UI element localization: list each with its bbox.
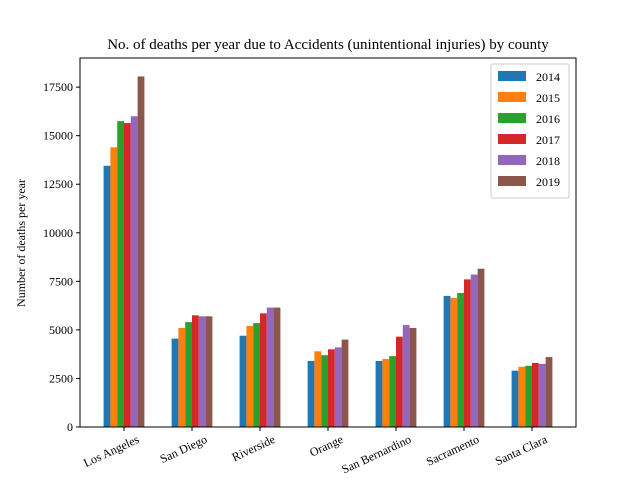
legend-swatch	[498, 71, 526, 81]
bar-2018-los-angeles	[130, 116, 138, 427]
y-tick-label: 17500	[43, 80, 73, 94]
bar-2019-sacramento	[477, 268, 485, 427]
bar-2017-los-angeles	[124, 123, 131, 427]
bar-2014-riverside	[239, 335, 247, 427]
bar-2017-santa-clara	[532, 362, 539, 427]
bar-2014-orange	[307, 360, 315, 427]
bar-2017-san-bernardino	[396, 336, 403, 427]
bar-2017-orange	[328, 349, 335, 427]
legend: 2014 2015 2016 2017 2018 2019	[490, 63, 570, 199]
bar-2018-riverside	[266, 307, 274, 427]
legend-swatch	[498, 155, 526, 165]
bar-2017-sacramento	[464, 279, 471, 427]
x-tick-label: Sacramento	[424, 432, 481, 469]
bar-2016-santa-clara	[525, 365, 532, 427]
legend-swatch	[498, 113, 526, 123]
legend-label: 2015	[536, 91, 560, 105]
bar-2015-santa-clara	[518, 366, 526, 427]
x-tick-label: Santa Clara	[493, 432, 550, 468]
y-tick-label: 12500	[43, 177, 73, 191]
bar-2016-los-angeles	[117, 121, 124, 428]
bar-2019-san-diego	[205, 316, 213, 427]
bar-2019-los-angeles	[137, 76, 145, 427]
legend-label: 2019	[536, 175, 560, 189]
legend-label: 2018	[536, 154, 560, 168]
bar-2019-santa-clara	[545, 357, 553, 427]
y-axis: 0 2500 5000 7500 10000 12500 15000 17500	[43, 80, 80, 434]
bar-2014-los-angeles	[103, 165, 111, 428]
x-tick-label: Orange	[307, 432, 345, 460]
y-tick-label: 7500	[49, 274, 73, 288]
bar-2018-sacramento	[470, 274, 478, 427]
legend-swatch	[498, 176, 526, 186]
bar-2016-riverside	[253, 323, 260, 427]
bar-2014-sacramento	[443, 295, 451, 427]
bar-2015-orange	[314, 351, 322, 427]
x-tick-label: San Diego	[158, 432, 210, 466]
bar-2019-san-bernardino	[409, 327, 417, 427]
x-tick-label: San Bernardino	[339, 432, 413, 476]
bar-2016-san-diego	[185, 322, 192, 427]
y-tick-label: 0	[67, 420, 73, 434]
bar-2016-orange	[321, 355, 328, 427]
legend-swatch	[498, 134, 526, 144]
legend-swatch	[498, 92, 526, 102]
legend-label: 2014	[536, 70, 560, 84]
bar-2015-san-diego	[178, 327, 186, 427]
bar-2017-san-diego	[192, 315, 199, 427]
bars-layer	[103, 76, 553, 428]
bar-2017-riverside	[260, 313, 267, 427]
plot-frame	[79, 57, 577, 428]
bar-2015-san-bernardino	[382, 359, 390, 427]
chart-title: No. of deaths per year due to Accidents …	[107, 37, 549, 53]
bar-2015-riverside	[246, 326, 254, 427]
bar-2018-san-bernardino	[402, 325, 410, 427]
legend-label: 2017	[536, 133, 560, 147]
y-tick-label: 10000	[43, 226, 73, 240]
bar-2019-riverside	[273, 307, 281, 427]
bar-2018-santa-clara	[538, 363, 546, 427]
bar-2016-san-bernardino	[389, 356, 396, 427]
bar-2016-sacramento	[457, 292, 464, 427]
legend-label: 2016	[536, 112, 560, 126]
bar-2014-santa-clara	[511, 370, 519, 427]
y-tick-label: 2500	[49, 371, 73, 385]
y-tick-label: 5000	[49, 323, 73, 337]
bar-2019-orange	[341, 339, 349, 427]
bar-2018-san-diego	[198, 316, 206, 427]
x-tick-label: Riverside	[230, 432, 278, 464]
bar-2015-sacramento	[450, 297, 458, 427]
y-axis-label: Number of deaths per year	[14, 179, 28, 307]
bar-2015-los-angeles	[110, 147, 118, 427]
bar-2014-san-diego	[171, 338, 179, 427]
x-tick-label: Los Angeles	[81, 432, 141, 470]
bar-2014-san-bernardino	[375, 360, 383, 427]
y-tick-label: 15000	[43, 129, 73, 143]
bar-2018-orange	[334, 347, 342, 427]
